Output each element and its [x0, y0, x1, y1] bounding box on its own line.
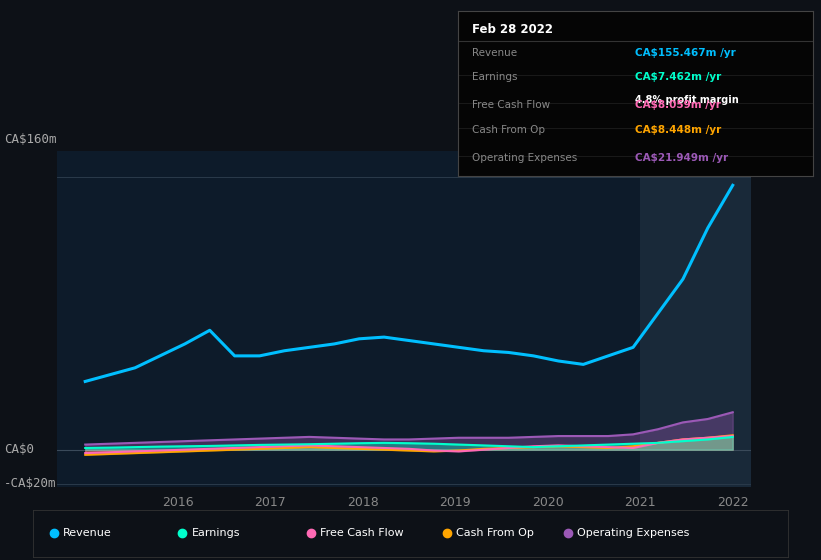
- Text: Feb 28 2022: Feb 28 2022: [472, 23, 553, 36]
- Text: Earnings: Earnings: [191, 529, 240, 538]
- Text: Operating Expenses: Operating Expenses: [576, 529, 689, 538]
- Text: -CA$20m: -CA$20m: [4, 477, 57, 491]
- Text: Revenue: Revenue: [63, 529, 112, 538]
- Text: CA$0: CA$0: [4, 443, 34, 456]
- Text: CA$8.448m /yr: CA$8.448m /yr: [635, 125, 722, 135]
- Bar: [640, 151, 751, 487]
- Text: Cash From Op: Cash From Op: [456, 529, 534, 538]
- Text: Free Cash Flow: Free Cash Flow: [320, 529, 403, 538]
- Text: CA$160m: CA$160m: [4, 133, 57, 146]
- Text: CA$7.462m /yr: CA$7.462m /yr: [635, 72, 722, 82]
- Text: 4.8% profit margin: 4.8% profit margin: [635, 95, 739, 105]
- Text: CA$21.949m /yr: CA$21.949m /yr: [635, 153, 728, 164]
- Text: Operating Expenses: Operating Expenses: [472, 153, 577, 164]
- Text: CA$8.059m /yr: CA$8.059m /yr: [635, 100, 722, 110]
- Text: CA$155.467m /yr: CA$155.467m /yr: [635, 48, 736, 58]
- Text: Free Cash Flow: Free Cash Flow: [472, 100, 550, 110]
- Text: Earnings: Earnings: [472, 72, 518, 82]
- Text: Revenue: Revenue: [472, 48, 517, 58]
- Text: Cash From Op: Cash From Op: [472, 125, 545, 135]
